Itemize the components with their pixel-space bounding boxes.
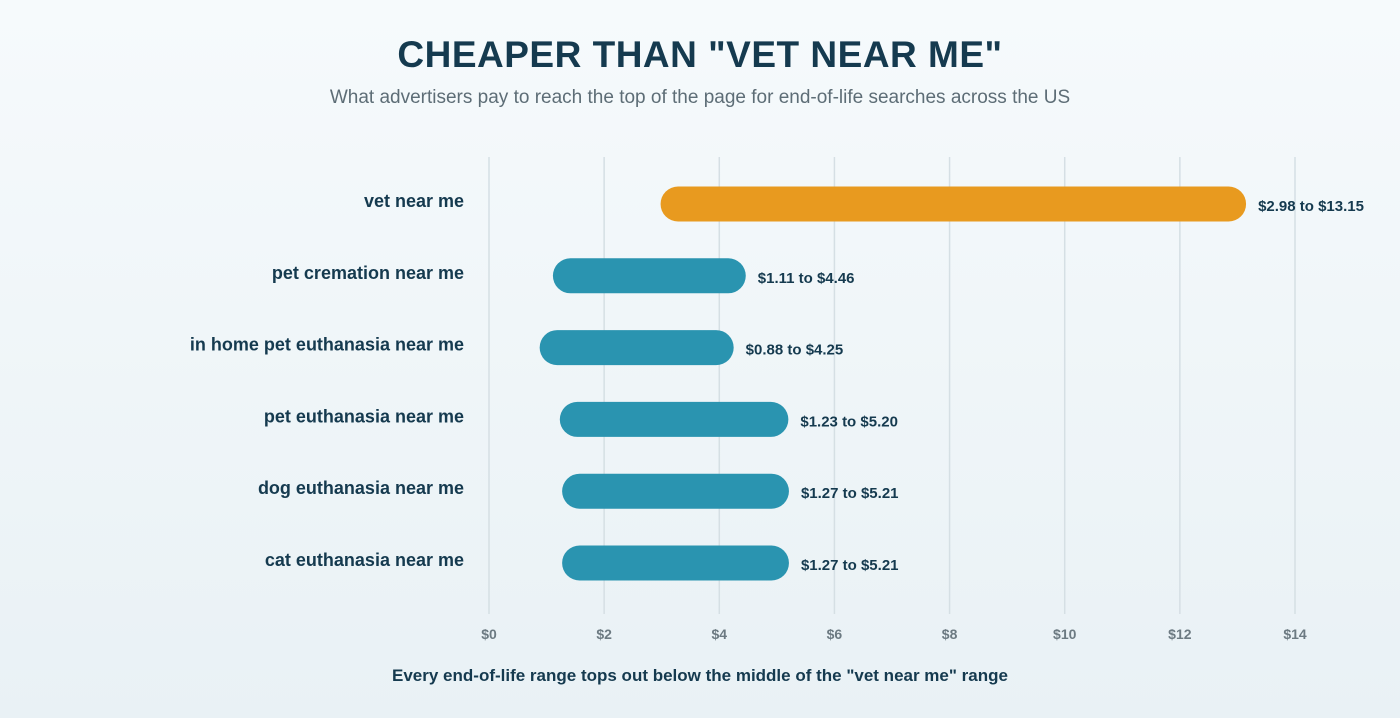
value-labels: $2.98 to $13.15 $1.11 to $4.46 $0.88 to $4… (746, 198, 1364, 574)
category-label: vet near me (364, 191, 464, 211)
value-label: $1.11 to $4.46 (758, 270, 855, 287)
category-labels: vet near me pet cremation near me in home … (190, 191, 464, 570)
range-bars (539, 186, 1247, 581)
range-bar (539, 330, 734, 366)
value-label: $0.88 to $4.25 (746, 342, 844, 359)
x-tick-label: $10 (1053, 626, 1077, 642)
x-tick-label: $2 (596, 626, 612, 642)
category-label: pet euthanasia near me (264, 406, 464, 426)
chart-title: CHEAPER THAN "VET NEAR ME" (397, 34, 1003, 75)
x-tick-label: $0 (481, 626, 497, 642)
category-label: in home pet euthanasia near me (190, 335, 464, 355)
category-label: cat euthanasia near me (265, 550, 464, 570)
chart-subtitle: What advertisers pay to reach the top of… (329, 87, 1071, 108)
range-bar (562, 545, 789, 581)
x-tick-label: $6 (827, 626, 843, 642)
x-tick-label: $8 (942, 626, 958, 642)
range-bar (660, 186, 1247, 222)
category-label: pet cremation near me (272, 263, 464, 283)
x-tick-label: $12 (1168, 626, 1192, 642)
x-axis-ticks: $0 $2 $4 $6 $8 $10 $12 $14 (481, 626, 1307, 642)
gridlines (488, 157, 1296, 614)
value-label: $1.27 to $5.21 (801, 485, 899, 502)
value-label: $1.23 to $5.20 (800, 413, 898, 430)
range-bar (559, 401, 789, 437)
range-bar (552, 258, 746, 294)
range-bar (562, 473, 789, 509)
value-label: $1.27 to $5.21 (801, 557, 899, 574)
value-label: $2.98 to $13.15 (1258, 198, 1364, 215)
category-label: dog euthanasia near me (258, 478, 464, 498)
chart-footnote: Every end-of-life range tops out below t… (392, 666, 1008, 685)
x-tick-label: $14 (1283, 626, 1307, 642)
x-tick-label: $4 (711, 626, 727, 642)
